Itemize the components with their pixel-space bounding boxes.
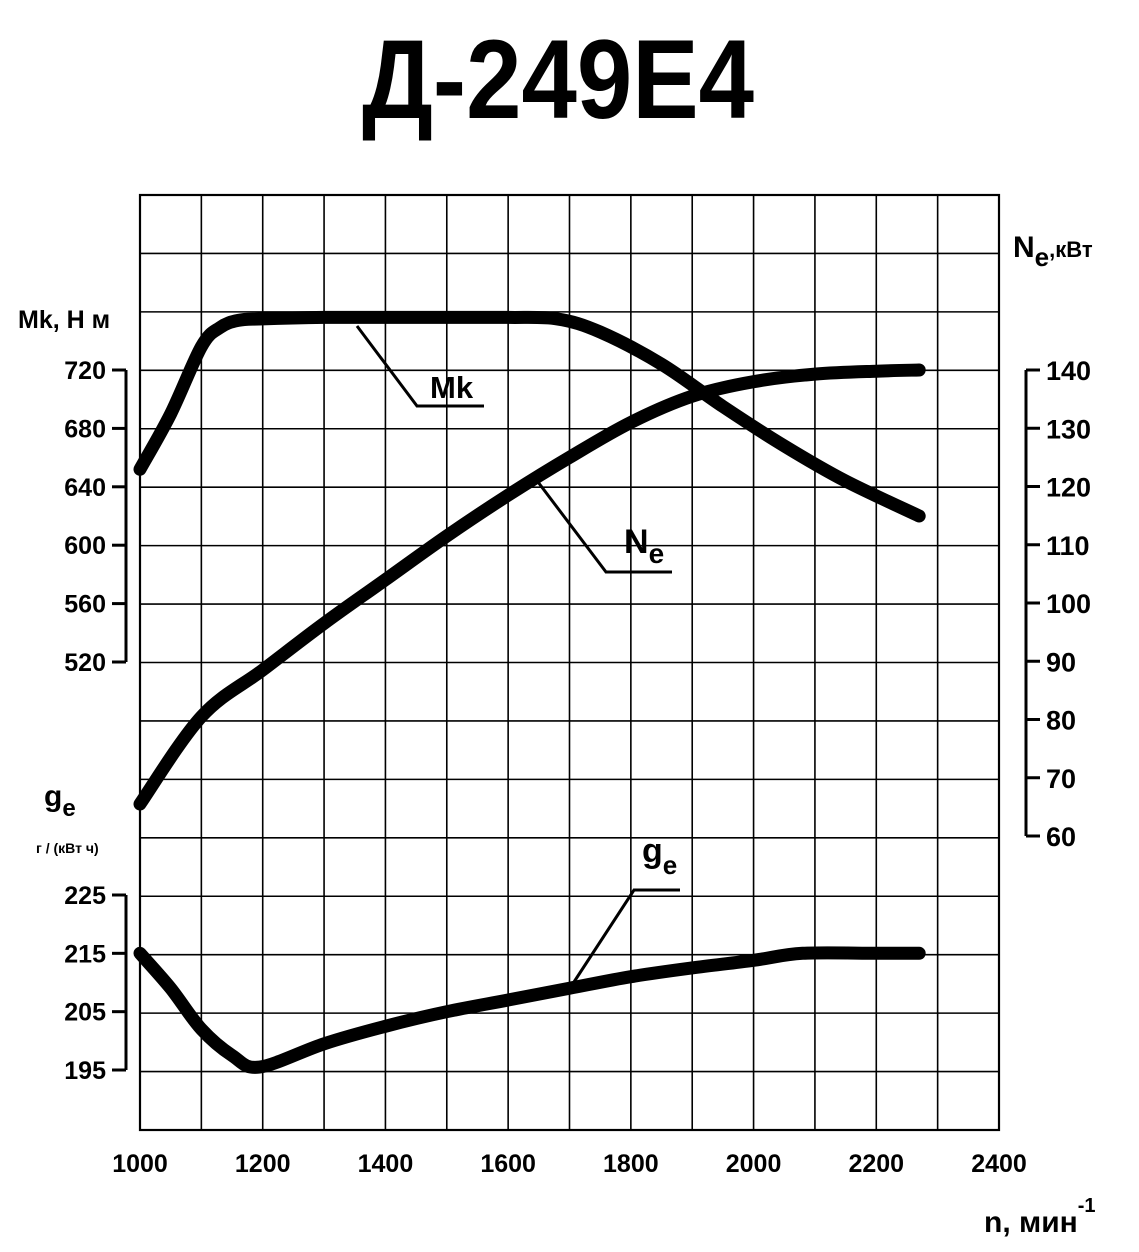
power-tick-label: 80 [1046,706,1076,736]
x-axis-label-main: n, мин [984,1206,1078,1239]
x-tick-label: 2000 [726,1150,782,1178]
torque-axis-tick-labels: 720 680 640 600 560 520 [64,357,106,677]
chart-title: Д-249Е4 [362,17,754,142]
consumption-tick-label: 225 [64,882,106,910]
power-tick-label: 90 [1046,647,1076,677]
power-tick-label: 60 [1046,822,1076,852]
ge-leader-line [570,888,680,986]
power-tick-label: 70 [1046,764,1076,794]
x-tick-label: 1200 [235,1150,291,1178]
ge-series-label-sub: e [663,850,677,880]
torque-axis-label: Mk, Н м [18,306,110,334]
chart-grid [138,193,1001,1132]
x-tick-label: 1600 [480,1150,536,1178]
series-lines [133,310,926,1074]
power-tick-label: 120 [1046,473,1091,503]
power-axis-tick-labels: 140 130 120 110 100 90 80 70 60 [1046,356,1091,852]
consumption-axis-label: ge [44,780,76,822]
x-axis-label-sup: -1 [1078,1195,1096,1217]
x-tick-label: 1800 [603,1150,659,1178]
consumption-tick-label: 195 [64,1057,106,1085]
series-leader-lines [355,325,680,986]
series-line-mk [133,310,926,523]
x-tick-label: 2200 [848,1150,904,1178]
consumption-axis-unit: г / (кВт ч) [36,840,99,856]
mk-series-label: Mk [430,370,474,405]
axis-brackets [112,368,1040,1072]
power-tick-label: 140 [1046,356,1091,386]
power-axis-label: Ne,кВт [1013,231,1093,272]
torque-tick-label: 600 [64,532,106,560]
mk-leader-line [355,325,484,408]
consumption-axis-label-sub: e [62,795,75,822]
x-axis-tick-labels: 1000 1200 1400 1600 1800 2000 2200 2400 [112,1150,1027,1178]
torque-tick-label: 720 [64,357,106,385]
power-tick-label: 130 [1046,414,1091,444]
series-line-ge [133,946,926,1074]
consumption-tick-label: 205 [64,999,106,1027]
torque-tick-label: 640 [64,474,106,502]
torque-tick-label: 520 [64,649,106,677]
consumption-axis-label-main: g [44,780,62,813]
x-axis-label: n, мин-1 [984,1195,1096,1239]
x-tick-label: 1400 [358,1150,414,1178]
ne-leader-line [536,481,672,574]
ne-series-label-sub: e [649,538,665,569]
consumption-tick-label: 215 [64,940,106,968]
series-line-ne [133,363,926,811]
power-axis-label-main: N [1013,231,1035,264]
power-tick-label: 110 [1046,531,1090,561]
ne-series-label-main: N [624,523,649,561]
power-tick-label: 100 [1046,589,1091,619]
ne-series-label: Ne [624,523,664,569]
power-axis-label-unit: ,кВт [1049,237,1093,262]
consumption-axis-tick-labels: 225 215 205 195 [64,882,106,1085]
power-axis-label-sub: e [1035,242,1049,272]
x-tick-label: 1000 [112,1150,168,1178]
torque-tick-label: 680 [64,415,106,443]
x-tick-label: 2400 [971,1150,1027,1178]
ge-series-label-main: g [642,832,663,870]
torque-tick-label: 560 [64,591,106,619]
ge-series-label: ge [642,832,677,880]
